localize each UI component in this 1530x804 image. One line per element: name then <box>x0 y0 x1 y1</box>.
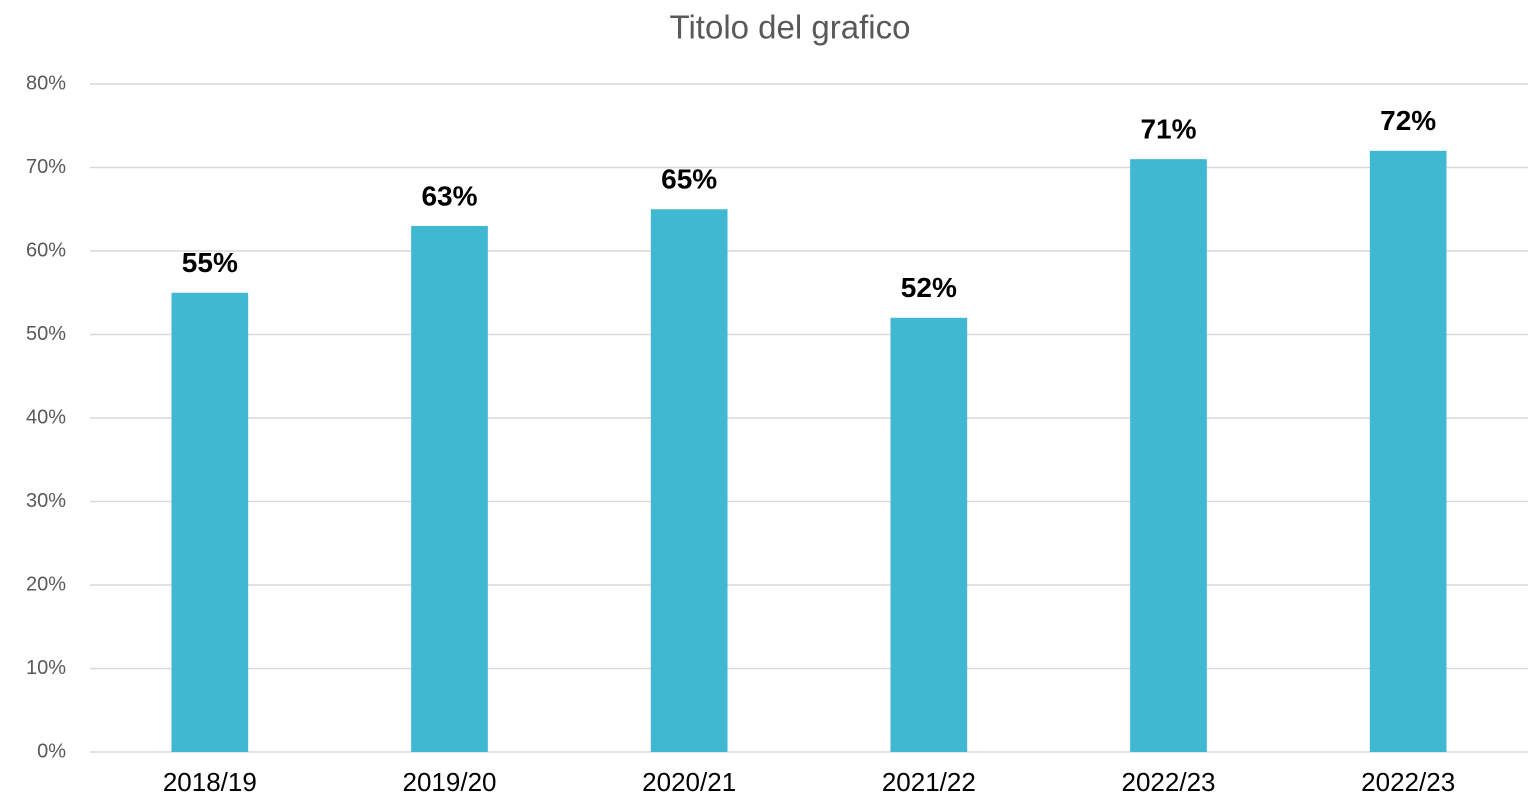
x-tick-label: 2020/21 <box>642 767 736 797</box>
y-tick-label: 80% <box>26 72 66 94</box>
x-tick-label: 2021/22 <box>882 767 976 797</box>
y-tick-label: 20% <box>26 573 66 595</box>
x-tick-label: 2022/23 <box>1361 767 1455 797</box>
y-tick-label: 10% <box>26 657 66 679</box>
bar <box>171 292 249 752</box>
y-tick-label: 60% <box>26 239 66 261</box>
data-label: 52% <box>901 272 957 303</box>
y-tick-label: 50% <box>26 323 66 345</box>
bar <box>890 317 968 752</box>
y-tick-label: 30% <box>26 490 66 512</box>
bar <box>1369 150 1447 753</box>
data-label: 72% <box>1380 105 1436 136</box>
bar <box>1130 159 1207 752</box>
bar <box>411 225 488 752</box>
x-tick-label: 2022/23 <box>1122 767 1216 797</box>
y-tick-label: 0% <box>37 740 66 762</box>
data-label: 71% <box>1140 114 1196 145</box>
bar <box>650 209 728 752</box>
data-label: 55% <box>182 247 238 278</box>
x-tick-label: 2019/20 <box>403 767 497 797</box>
data-label: 63% <box>421 180 477 211</box>
chart-title: Titolo del grafico <box>670 9 911 46</box>
x-tick-label: 2018/19 <box>163 767 257 797</box>
data-label: 65% <box>661 164 717 195</box>
y-tick-label: 40% <box>26 406 66 428</box>
y-tick-label: 70% <box>26 156 66 178</box>
